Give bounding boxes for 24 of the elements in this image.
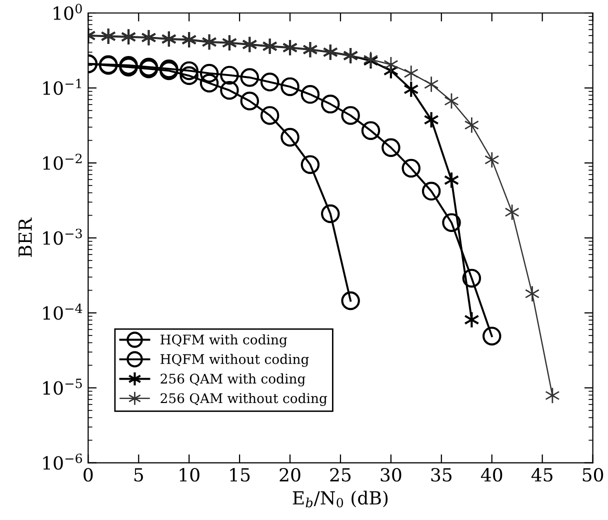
y-tick-label: 10$^{−5}$ <box>43 378 82 395</box>
legend-label: 256 QAM without coding <box>160 392 328 406</box>
x-tick-label: 30 <box>380 468 402 482</box>
x-axis-title: E$_{b}$/N$_{0}$ (dB) <box>292 490 388 508</box>
y-tick-label: 10$^{−4}$ <box>43 304 82 320</box>
y-tick-label: 10$^{−3}$ <box>43 228 82 245</box>
legend-label: 256 QAM with coding <box>160 373 306 386</box>
y-tick-label: 10$^{−6}$ <box>43 454 82 470</box>
x-tick-label: 15 <box>230 468 250 482</box>
x-tick-label: 50 <box>582 468 604 482</box>
y-axis-title: BER <box>18 217 32 257</box>
x-tick-label: 0 <box>84 468 93 482</box>
x-tick-label: 5 <box>134 468 143 482</box>
x-tick-label: 10 <box>180 468 200 482</box>
x-tick-label: 25 <box>330 468 351 482</box>
y-tick-label: 10$^{−1}$ <box>43 78 82 95</box>
legend-label: HQFM with coding <box>160 334 288 348</box>
y-tick-label: 10$^{0}$ <box>54 4 82 20</box>
legend-label: HQFM without coding <box>160 354 309 367</box>
y-tick-label: 10$^{−2}$ <box>43 154 82 170</box>
x-tick-label: 20 <box>280 468 300 482</box>
x-tick-label: 40 <box>480 468 502 482</box>
x-tick-label: 35 <box>431 468 452 482</box>
x-tick-label: 45 <box>531 468 552 482</box>
